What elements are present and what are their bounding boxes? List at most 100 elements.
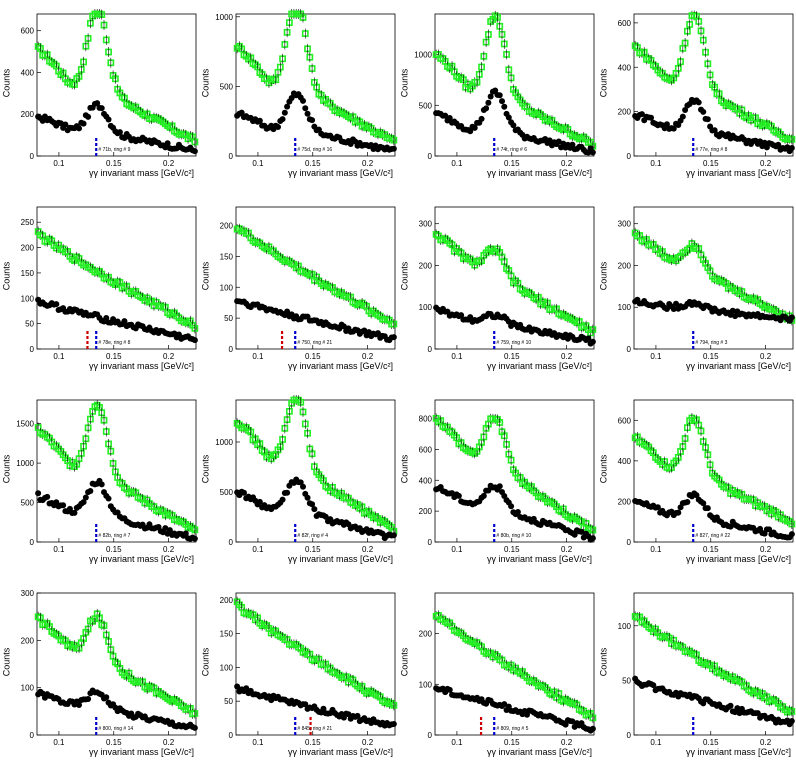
axes-frame [235, 399, 396, 543]
y-tick-label: 400 [618, 63, 632, 72]
plot-area: 0 200 400 600 0.1 0.15 0.2 # 827, ring # 22 [618, 399, 796, 554]
x-tick-label: 0.15 [504, 159, 520, 168]
x-tick-label: 0.15 [504, 738, 520, 747]
data-point-black [766, 526, 773, 533]
data-point-black [499, 98, 506, 105]
histogram-panel-3: Counts γγ invariant mass [GeV/c²] 0 500 1000… [398, 0, 597, 193]
data-point-black [243, 685, 250, 692]
x-axis-label: γγ invariant mass [GeV/c²] [685, 747, 791, 757]
data-point-black [281, 109, 288, 116]
y-tick-label: 1000 [215, 438, 233, 447]
x-tick-label: 0.2 [163, 738, 175, 747]
y-tick-label: 100 [220, 663, 234, 672]
data-point-black [279, 496, 286, 503]
y-tick-label: 100 [618, 303, 632, 312]
y-tick-label: 0 [30, 152, 35, 161]
data-point-black [663, 121, 670, 128]
data-point-black [302, 701, 309, 708]
data-point-black [727, 702, 734, 709]
data-point-black [105, 116, 112, 123]
data-point-black [256, 117, 263, 124]
data-point-black [695, 99, 702, 106]
data-point-black [374, 330, 381, 337]
data-point-black [379, 530, 386, 537]
histogram-panel-4: Counts γγ invariant mass [GeV/c²] 0 200 400 6… [597, 0, 796, 193]
data-point-black [589, 149, 596, 156]
data-point-black [284, 308, 291, 315]
data-point-black [162, 525, 169, 532]
data-point-black [98, 481, 105, 488]
data-point-black [347, 140, 354, 147]
x-tick-label: 0.2 [163, 352, 175, 361]
y-tick-label: 0 [428, 538, 433, 547]
data-point-black [761, 139, 768, 146]
data-point-black [492, 87, 499, 94]
x-tick-label: 0.2 [561, 352, 573, 361]
panel-note: # 759, ring # 10 [496, 340, 531, 346]
x-tick-label: 0.1 [650, 545, 662, 554]
x-axis-label: γγ invariant mass [GeV/c²] [88, 747, 194, 757]
panel-note: # 845, ring # 21 [297, 726, 332, 732]
x-tick-label: 0.1 [451, 545, 463, 554]
x-tick-label: 0.15 [504, 545, 520, 554]
data-point-black [501, 701, 508, 708]
plot-area: 0 50 100 150 200 0.1 0.15 0.2 # 845, ring # 21 [220, 592, 398, 747]
x-tick-label: 0.1 [451, 159, 463, 168]
x-tick-label: 0.15 [305, 545, 321, 554]
data-point-black [501, 103, 508, 110]
x-axis-label: γγ invariant mass [GeV/c²] [88, 554, 194, 564]
axes-frame [36, 13, 197, 157]
panel-note: # 750, ring # 21 [297, 340, 332, 346]
axes-frame [633, 592, 794, 736]
axes-frame [36, 592, 197, 736]
panel-note: # 77e, ring # 8 [695, 147, 727, 153]
data-point-black [455, 492, 462, 499]
histogram-panel-7: Counts γγ invariant mass [GeV/c²] 0 100 200 3… [398, 193, 597, 386]
x-tick-label: 0.1 [451, 738, 463, 747]
data-point-black [555, 138, 562, 145]
data-point-black [704, 116, 711, 123]
data-point-black [256, 498, 263, 505]
x-tick-label: 0.2 [362, 352, 374, 361]
axes-frame [434, 13, 595, 157]
data-point-black [483, 105, 490, 112]
x-tick-label: 0.1 [53, 352, 65, 361]
data-point-black [300, 97, 307, 104]
plot-area: 0 100 200 300 0.1 0.15 0.2 # 759, ring # 10 [419, 206, 597, 361]
panel-note: # 71b, ring # 9 [98, 147, 130, 153]
x-axis-label: γγ invariant mass [GeV/c²] [486, 747, 592, 757]
data-point-black [85, 113, 92, 120]
histogram-panel-10: Counts γγ invariant mass [GeV/c²] 0 500 1000… [199, 386, 398, 579]
y-tick-label: 100 [419, 303, 433, 312]
histogram-panel-12: Counts γγ invariant mass [GeV/c²] 0 200 400 6… [597, 386, 796, 579]
data-point-black [234, 683, 241, 690]
data-point-black [670, 306, 677, 313]
x-tick-label: 0.2 [760, 738, 772, 747]
data-point-black [60, 502, 67, 509]
data-point-black [309, 501, 316, 508]
x-axis-label: γγ invariant mass [GeV/c²] [287, 168, 393, 178]
x-tick-label: 0.15 [703, 738, 719, 747]
plot-area: 0 100 200 300 0.1 0.15 0.2 # 794, ring # 3 [618, 206, 796, 361]
x-tick-label: 0.1 [252, 159, 264, 168]
y-tick-label: 400 [618, 457, 632, 466]
data-point-black [788, 531, 795, 538]
y-tick-label: 200 [419, 507, 433, 516]
x-tick-label: 0.1 [650, 352, 662, 361]
data-point-black [304, 494, 311, 501]
y-tick-label: 300 [618, 220, 632, 229]
x-tick-label: 0.2 [362, 159, 374, 168]
y-tick-label: 250 [21, 218, 35, 227]
panel-note: # 75d, ring # 16 [297, 147, 332, 153]
y-tick-label: 0 [229, 731, 234, 740]
y-tick-label: 600 [419, 445, 433, 454]
x-axis-label: γγ invariant mass [GeV/c²] [88, 168, 194, 178]
data-point-black [673, 300, 680, 307]
data-point-black [390, 145, 397, 152]
data-point-black [467, 128, 474, 135]
data-point-black [44, 493, 51, 500]
data-point-black [87, 487, 94, 494]
x-tick-label: 0.15 [305, 738, 321, 747]
y-tick-label: 500 [419, 101, 433, 110]
axes-frame [235, 592, 396, 736]
